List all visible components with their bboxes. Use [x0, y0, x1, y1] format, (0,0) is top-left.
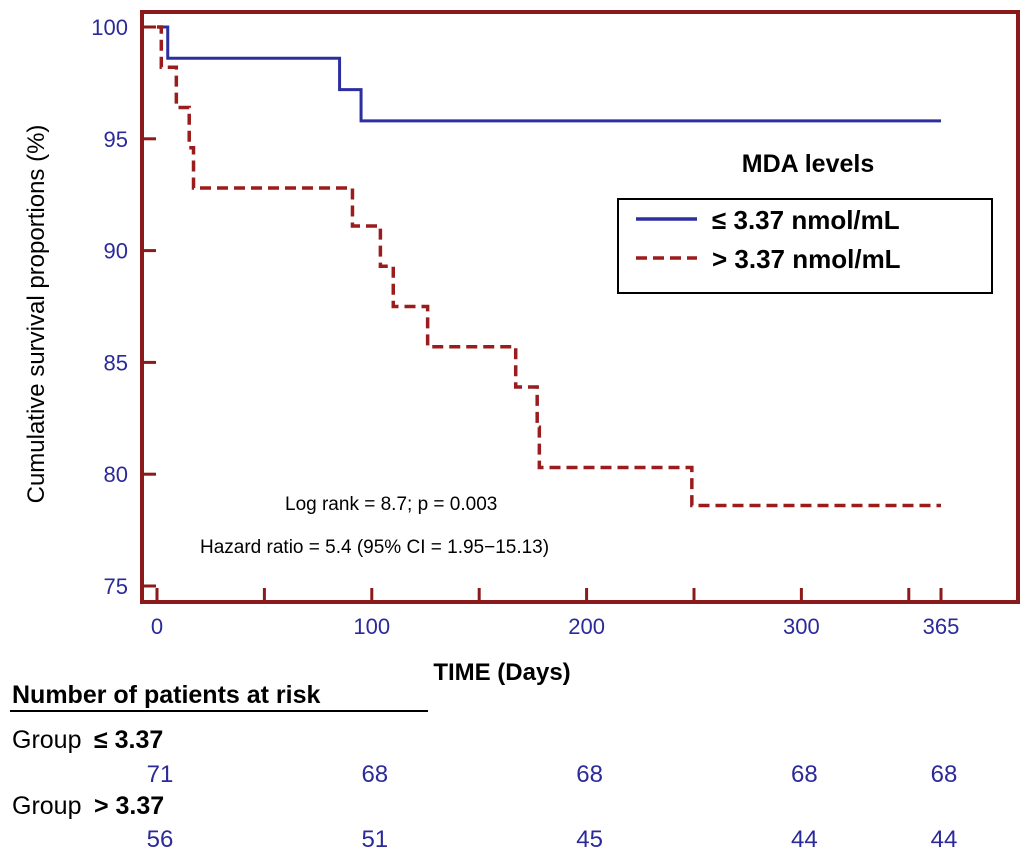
risk-count-group-1: 68 — [361, 761, 388, 788]
legend-label-series-1: ≤ 3.37 nmol/mL — [712, 205, 900, 235]
x-tick-label: 365 — [923, 614, 960, 639]
risk-count-group-1: 68 — [576, 761, 603, 788]
y-axis-ticks: 75 80 85 90 95 100 — [91, 15, 156, 599]
survival-curve-series-2 — [157, 25, 941, 508]
x-tick-label: 300 — [783, 614, 820, 639]
risk-count-group-1: 68 — [931, 761, 958, 788]
x-axis-label: TIME (Days) — [433, 659, 570, 686]
risk-counts: 71 68 68 68 68 56 51 45 44 44 — [147, 761, 958, 853]
risk-group-1-label: Group ≤ 3.37 — [12, 726, 163, 754]
y-tick-label: 85 — [104, 350, 128, 375]
y-tick-label: 90 — [104, 239, 128, 264]
y-tick-label: 95 — [104, 127, 128, 152]
risk-count-group-2: 56 — [147, 826, 174, 853]
risk-group-2-label: Group > 3.37 — [12, 792, 164, 820]
risk-table-title: Number of patients at risk — [12, 681, 320, 709]
log-rank-annotation: Log rank = 8.7; p = 0.003 — [285, 494, 497, 515]
x-tick-label: 100 — [353, 614, 390, 639]
y-tick-label: 75 — [104, 574, 128, 599]
x-tick-label: 0 — [151, 614, 163, 639]
legend-box — [617, 198, 993, 294]
risk-table: Number of patients at risk Group ≤ 3.37 … — [10, 681, 957, 853]
risk-count-group-1: 71 — [147, 761, 174, 788]
risk-count-group-1: 68 — [791, 761, 818, 788]
legend-label-series-2: > 3.37 nmol/mL — [712, 244, 901, 274]
plot-frame — [140, 10, 1020, 604]
y-axis-label: Cumulative survival proportions (%) — [23, 125, 50, 504]
series-layer — [157, 25, 941, 508]
x-axis-ticks: 0 100 200 300 365 — [151, 588, 959, 639]
risk-count-group-2: 44 — [931, 826, 958, 853]
risk-count-group-2: 45 — [576, 826, 603, 853]
y-tick-label: 100 — [91, 15, 128, 40]
hazard-ratio-annotation: Hazard ratio = 5.4 (95% CI = 1.95−15.13) — [200, 537, 549, 558]
survival-curve-series-1 — [157, 25, 941, 123]
legend: MDA levels ≤ 3.37 nmol/mL > 3.37 nmol/mL — [617, 150, 993, 294]
x-tick-label: 200 — [568, 614, 605, 639]
y-tick-label: 80 — [104, 462, 128, 487]
legend-title: MDA levels — [742, 150, 874, 178]
risk-count-group-2: 51 — [361, 826, 388, 853]
risk-count-group-2: 44 — [791, 826, 818, 853]
